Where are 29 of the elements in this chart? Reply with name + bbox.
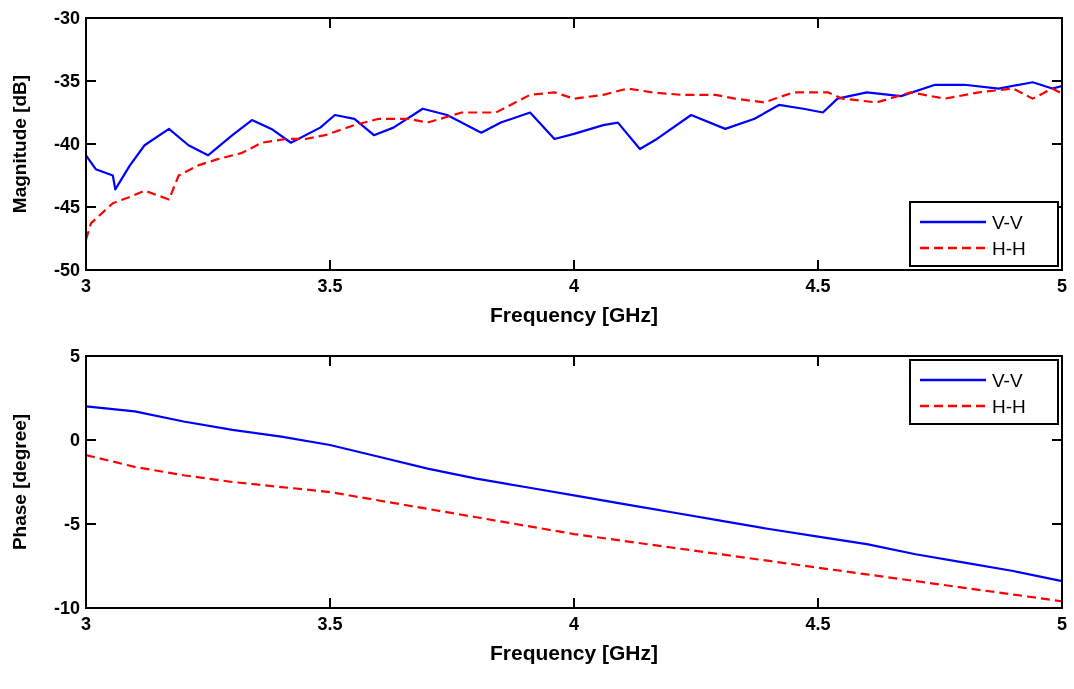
x-tick-label: 3.5 bbox=[317, 614, 343, 634]
y-tick-label: -35 bbox=[53, 71, 80, 91]
y-tick-label: -5 bbox=[63, 514, 80, 534]
x-tick-label: 4.5 bbox=[805, 276, 831, 296]
y-tick-label: -30 bbox=[53, 8, 80, 28]
x-tick-label: 3.5 bbox=[317, 276, 343, 296]
legend-label: V-V bbox=[992, 212, 1023, 233]
x-axis-title: Frequency [GHz] bbox=[489, 641, 659, 664]
y-tick-label: -40 bbox=[53, 134, 80, 154]
x-tick-label: 4 bbox=[568, 276, 580, 296]
legend-label: H-H bbox=[992, 238, 1026, 259]
y-axis-title: Phase [degree] bbox=[9, 413, 30, 551]
y-tick-label: -50 bbox=[53, 260, 80, 280]
legend-label: V-V bbox=[992, 370, 1023, 391]
line-series bbox=[84, 81, 1064, 191]
x-tick-label: 3 bbox=[80, 276, 92, 296]
y-tick-label: 0 bbox=[69, 430, 80, 450]
x-tick-label: 3 bbox=[80, 614, 92, 634]
y-axis-title: Magnitude [dB] bbox=[9, 74, 30, 214]
y-tick-label: -10 bbox=[53, 598, 80, 618]
line-series bbox=[84, 454, 1064, 603]
y-tick-label: 5 bbox=[69, 346, 80, 366]
x-tick-label: 5 bbox=[1056, 276, 1068, 296]
x-tick-label: 4.5 bbox=[805, 614, 831, 634]
x-axis-title: Frequency [GHz] bbox=[489, 303, 659, 326]
legend-label: H-H bbox=[992, 396, 1026, 417]
y-tick-label: -45 bbox=[53, 197, 80, 217]
x-tick-label: 4 bbox=[568, 614, 580, 634]
x-tick-label: 5 bbox=[1056, 614, 1068, 634]
